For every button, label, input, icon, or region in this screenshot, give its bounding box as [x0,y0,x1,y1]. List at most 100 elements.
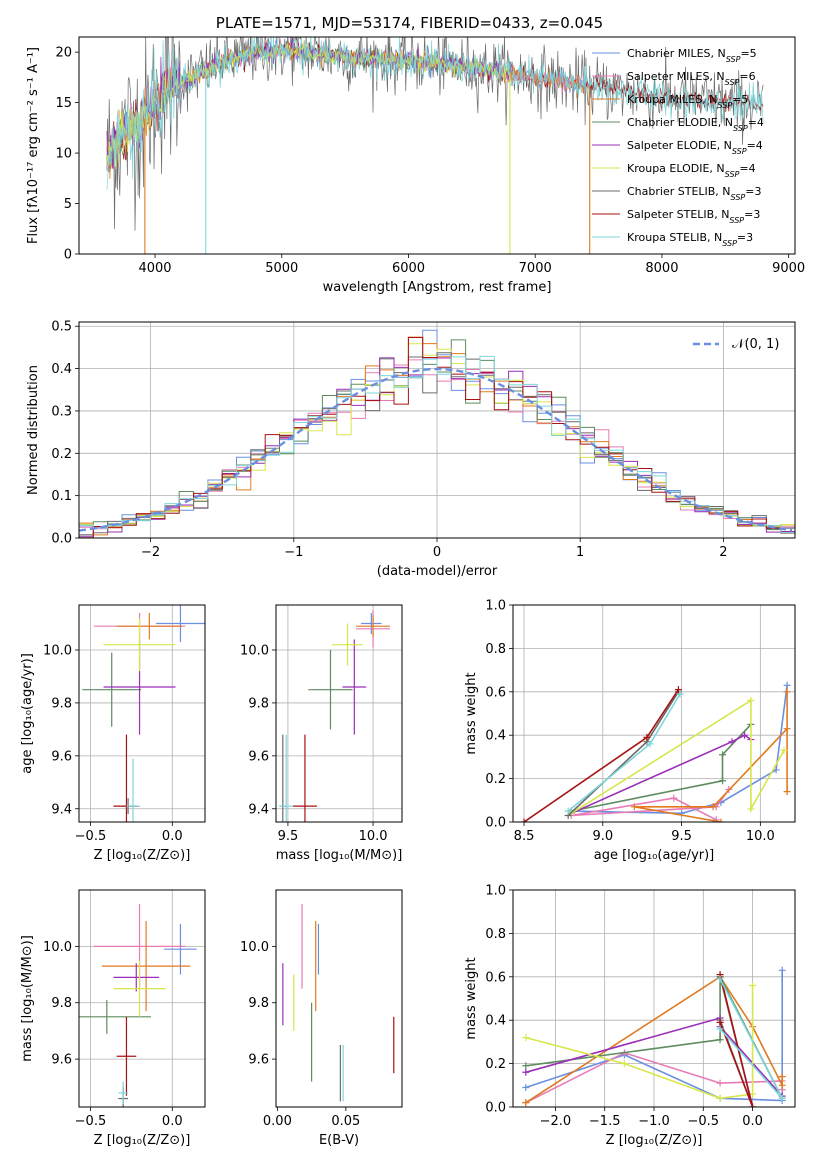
residuals-ylabel: Normed distribution [26,365,41,495]
massweight-vs-Z-ylabel: mass weight [464,957,479,1039]
legend-entry: Chabrier MILES, NSSP=5 [627,47,757,64]
massweight-vs-age-marker [783,788,791,796]
age-vs-mass-ytick-label: 9.8 [248,696,269,711]
massweight-vs-age-marker [670,794,678,802]
spectrum-ylabel: Flux [fλ10⁻¹⁷ erg cm⁻² s⁻¹ A⁻¹] [26,47,41,244]
massweight-vs-Z-marker [522,1083,530,1091]
massweight-vs-age-ytick-label: 0.6 [485,685,506,700]
age-vs-Z-ytick-label: 9.4 [51,802,72,817]
legend-entry: Salpeter ELODIE, NSSP=4 [627,139,763,156]
age-vs-mass-ytick-label: 9.4 [248,802,269,817]
mass-vs-Z-ylabel: mass [log₁₀(M/M⊙)] [20,935,35,1062]
massweight-vs-Z-series-8 [719,978,783,1099]
legend-val: =3 [745,185,761,198]
spectrum-frame [78,36,796,255]
massweight-vs-age-marker [783,681,791,689]
age-vs-mass-xlabel: mass [log₁₀(M/M⊙)] [276,848,403,863]
spectrum-xtick-label: 6000 [392,261,425,276]
spectrum-xtick-label: 9000 [772,261,805,276]
spectrum-xtick-label: 7000 [519,261,552,276]
mass-vs-EBV-plot-area [282,904,395,1102]
massweight-vs-Z-xtick-label: −2.0 [540,1114,572,1129]
legend-sub: SSP [732,147,747,156]
massweight-vs-Z-marker [778,1081,786,1089]
massweight-vs-age-marker [741,731,749,739]
massweight-vs-Z-series-7 [719,974,754,1107]
massweight-vs-Z-marker [749,1090,757,1098]
residuals-xlabel: (data-model)/error [377,564,498,579]
legend-entry: Kroupa ELODIE, NSSP=4 [627,162,756,179]
residuals-xtick-label: −2 [141,545,160,560]
massweight-vs-age-marker [719,777,727,785]
mass-vs-Z-plot-area [79,904,197,1107]
massweight-vs-Z-marker [522,1068,530,1076]
residual-legend-label: 𝒩(0, 1) [732,337,779,352]
legend-entry: Salpeter STELIB, NSSP=3 [627,208,760,225]
spectrum-xtick-label: 5000 [265,261,298,276]
massweight-vs-Z-ytick-label: 0.0 [485,1101,506,1116]
legend-val: =5 [740,47,756,60]
legend-val: =6 [739,70,755,83]
spectrum-xtick-label: 8000 [645,261,678,276]
mass-vs-EBV-ytick-label: 9.6 [248,1053,269,1068]
age-vs-Z-frame [78,604,206,823]
spectrum-ytick-label: 10 [55,147,72,162]
residuals-ytick-label: 0.0 [51,532,72,547]
massweight-vs-age-marker [712,816,720,822]
legend-entry: Chabrier ELODIE, NSSP=4 [627,116,764,133]
massweight-vs-age-plot-area [520,681,791,822]
massweight-vs-age-series-0 [571,685,788,815]
spectrum-ytick-label: 5 [64,197,72,212]
massweight-vs-Z-xtick-label: −1.0 [638,1114,670,1129]
mass-vs-Z-ytick-label: 9.6 [51,1053,72,1068]
mass-vs-Z-xtick-label: −0.5 [75,1114,107,1129]
massweight-vs-age-xtick-label: 9.0 [592,829,613,844]
residual-hist-8 [79,355,795,534]
legend-val: =4 [747,139,763,152]
massweight-vs-age-marker [520,818,528,822]
residuals-frame [78,321,796,539]
massweight-vs-Z-marker [620,1060,628,1068]
legend-sub: SSP [725,170,740,179]
massweight-vs-Z-ytick-label: 0.6 [485,970,506,985]
figure-title: PLATE=1571, MJD=53174, FIBERID=0433, z=0… [216,14,603,32]
legend-label: Chabrier ELODIE, N [627,116,733,129]
legend-sub: SSP [729,216,744,225]
age-vs-mass-ytick-label: 10.0 [240,643,269,658]
massweight-vs-Z-marker [716,1025,724,1033]
legend-label: Kroupa STELIB, N [627,231,722,244]
residuals-ytick-label: 0.4 [51,362,72,377]
massweight-vs-Z-marker [749,981,757,989]
massweight-vs-age-series-1 [571,789,730,821]
massweight-vs-Z-ytick-label: 0.2 [485,1057,506,1072]
massweight-vs-Z-marker [778,1094,786,1102]
massweight-vs-Z-marker [522,1099,530,1107]
residuals-plot-area [79,329,795,538]
mass-vs-EBV-ytick-label: 9.8 [248,996,269,1011]
legend-val: =5 [732,93,748,106]
massweight-vs-age-marker [747,696,755,704]
residuals-ytick-label: 0.5 [51,320,72,335]
massweight-vs-age-marker [717,818,725,822]
massweight-vs-Z-marker [749,1103,757,1107]
mass-vs-EBV-ytick-label: 10.0 [240,940,269,955]
massweight-vs-age-marker [783,725,791,733]
massweight-vs-age-xtick-label: 9.5 [671,829,692,844]
massweight-vs-Z-marker [716,1036,724,1044]
massweight-vs-age-series-3 [571,723,752,812]
massweight-vs-Z-xtick-label: 0.0 [742,1114,763,1129]
age-vs-Z-xlabel: Z [log₁₀(Z/Z⊙)] [94,848,191,863]
age-vs-Z-ytick-label: 9.8 [51,696,72,711]
legend-val: =4 [748,116,764,129]
residuals-ytick-label: 0.2 [51,447,72,462]
age-vs-mass-xtick-label: 10.0 [359,829,388,844]
massweight-vs-age-marker [630,803,638,811]
spectrum-xlabel: wavelength [Angstrom, rest frame] [323,280,552,295]
massweight-vs-Z-marker [716,1094,724,1102]
legend-sub: SSP [726,55,741,64]
legend-label: Kroupa MILES, N [627,93,717,106]
massweight-vs-age-xtick-label: 10.0 [746,829,775,844]
legend-label: Chabrier STELIB, N [627,185,731,198]
massweight-vs-Z-ytick-label: 0.8 [485,927,506,942]
